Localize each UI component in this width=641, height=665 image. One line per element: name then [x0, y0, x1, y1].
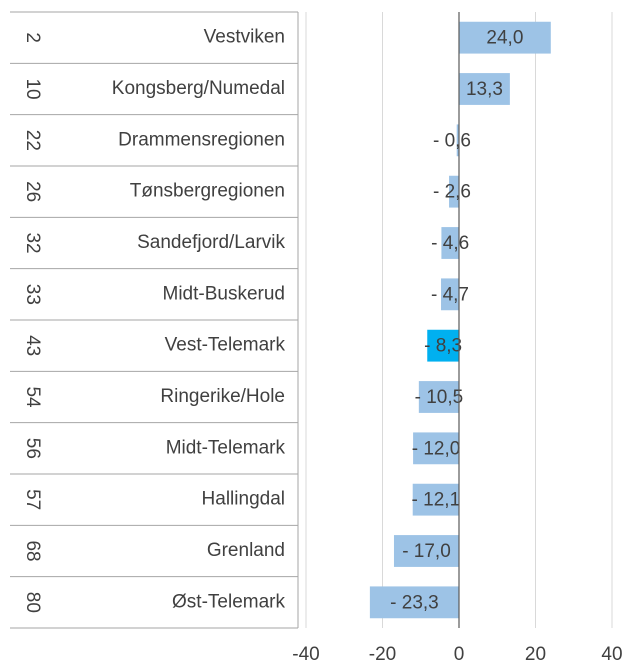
- category-label: Øst-Telemark: [172, 591, 285, 612]
- x-tick-label: 0: [454, 644, 465, 665]
- data-label: - 12,1: [412, 490, 461, 511]
- rank-label: 68: [22, 540, 43, 561]
- bar: [441, 227, 459, 259]
- category-label: Ringerike/Hole: [160, 386, 285, 407]
- category-label: Drammensregionen: [118, 129, 285, 150]
- category-label: Tønsbergregionen: [130, 181, 285, 202]
- rank-label: 26: [22, 181, 43, 202]
- category-label: Vestviken: [204, 27, 285, 48]
- rank-label: 80: [22, 592, 43, 613]
- category-label: Vest-Telemark: [165, 335, 286, 356]
- data-label: - 0,6: [433, 130, 471, 151]
- data-label: - 12,0: [412, 438, 461, 459]
- data-label: - 4,6: [431, 233, 469, 254]
- bar: [456, 124, 459, 157]
- data-label: - 4,7: [431, 284, 469, 305]
- category-label: Midt-Telemark: [166, 437, 286, 458]
- category-label: Grenland: [207, 540, 285, 561]
- rank-label: 2: [22, 32, 43, 43]
- bar: [441, 278, 459, 311]
- data-label: 13,3: [466, 79, 503, 100]
- category-label: Sandefjord/Larvik: [137, 232, 285, 253]
- bar: [459, 73, 510, 105]
- bar: [449, 175, 459, 208]
- bar: [418, 381, 459, 413]
- data-label: - 8,3: [424, 336, 462, 357]
- bar: [459, 21, 551, 54]
- rank-label: 22: [22, 130, 43, 151]
- rank-label: 43: [22, 335, 43, 356]
- rank-label: 33: [22, 284, 43, 305]
- x-tick-label: -20: [369, 644, 396, 665]
- rank-label: 56: [22, 438, 43, 459]
- x-tick-label: -40: [292, 644, 319, 665]
- bar: [369, 586, 459, 619]
- data-label: - 10,5: [415, 387, 464, 408]
- x-tick-label: 20: [525, 644, 546, 665]
- bar: [427, 329, 459, 362]
- bar: [413, 432, 459, 465]
- rank-label: 57: [22, 489, 43, 510]
- category-label: Midt-Buskerud: [163, 283, 286, 304]
- category-label: Hallingdal: [202, 489, 285, 510]
- category-label: Kongsberg/Numedal: [112, 78, 285, 99]
- data-label: 24,0: [486, 28, 523, 49]
- bar: [412, 483, 459, 516]
- data-label: - 23,3: [390, 592, 439, 613]
- data-label: - 17,0: [402, 541, 451, 562]
- rank-label: 54: [22, 386, 43, 408]
- x-tick-label: 40: [601, 644, 622, 665]
- rank-label: 32: [22, 232, 43, 253]
- bar: [393, 535, 459, 567]
- rank-label: 10: [22, 78, 43, 99]
- data-label: - 2,6: [433, 182, 471, 203]
